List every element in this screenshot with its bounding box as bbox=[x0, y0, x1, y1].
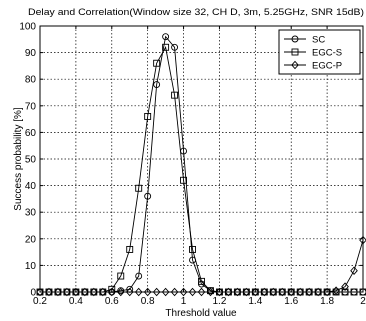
y-tick-label: 70 bbox=[25, 101, 37, 112]
y-tick-label: 90 bbox=[25, 48, 37, 59]
diamond-marker bbox=[215, 287, 224, 297]
diamond-marker bbox=[206, 287, 215, 297]
diamond-marker bbox=[341, 282, 349, 291]
square-marker bbox=[126, 245, 134, 253]
diamond-marker bbox=[170, 287, 179, 297]
diamond-marker bbox=[81, 287, 89, 297]
y-tick-label: 80 bbox=[25, 75, 37, 86]
x-tick-label: 0.2 bbox=[33, 296, 47, 307]
legend-circle-marker bbox=[291, 35, 299, 43]
diamond-marker bbox=[36, 287, 44, 297]
circle-marker bbox=[162, 33, 170, 41]
square-marker bbox=[171, 91, 179, 99]
diamond-marker bbox=[54, 287, 62, 297]
diamond-marker bbox=[179, 287, 188, 297]
diamond-marker bbox=[125, 287, 134, 297]
legend-square-marker bbox=[291, 48, 299, 56]
square-marker bbox=[341, 288, 349, 296]
series-layer bbox=[36, 33, 366, 297]
x-tick-label: 1.4 bbox=[248, 296, 262, 307]
legend: SC EGC-S EGC-P bbox=[278, 29, 361, 75]
legend-label: EGC-S bbox=[312, 48, 342, 59]
diamond-marker bbox=[305, 287, 313, 297]
square-marker bbox=[332, 288, 340, 296]
square-marker bbox=[117, 272, 125, 280]
circle-marker bbox=[135, 272, 143, 280]
y-tick-label: 50 bbox=[25, 155, 37, 166]
diamond-marker bbox=[242, 287, 251, 297]
x-tick-label: 0.4 bbox=[69, 296, 83, 307]
diamond-marker bbox=[45, 287, 53, 297]
square-marker bbox=[207, 287, 214, 295]
diamond-marker bbox=[161, 287, 170, 297]
square-marker bbox=[180, 176, 188, 184]
x-tick-label: 1 bbox=[181, 296, 187, 307]
circle-marker bbox=[117, 287, 125, 295]
y-tick-label: 0 bbox=[30, 288, 36, 299]
diamond-marker bbox=[332, 286, 340, 295]
diamond-marker bbox=[90, 287, 98, 297]
square-marker bbox=[153, 59, 161, 67]
diamond-marker bbox=[134, 287, 143, 297]
square-marker bbox=[359, 288, 366, 296]
diamond-marker bbox=[260, 287, 269, 297]
diamond-marker bbox=[350, 266, 358, 275]
x-tick-label: 1.6 bbox=[284, 296, 298, 307]
x-axis-label: Threshold value bbox=[165, 308, 237, 319]
diamond-marker bbox=[197, 287, 206, 297]
series-line-sc bbox=[40, 35, 363, 293]
square-marker bbox=[198, 277, 205, 285]
diamond-marker bbox=[233, 287, 242, 297]
square-marker bbox=[162, 43, 170, 51]
diamond-marker bbox=[116, 287, 125, 297]
diamond-marker bbox=[269, 287, 278, 297]
diamond-marker bbox=[314, 287, 322, 297]
diamond-marker bbox=[99, 287, 107, 297]
circle-marker bbox=[153, 81, 161, 88]
diamond-marker bbox=[152, 287, 161, 297]
x-tick-label: 0.8 bbox=[141, 296, 155, 307]
axis-ticks: 0.2 0.4 0.6 0.8 1 1.2 1.4 1.6 1.8 201020304050607… bbox=[19, 22, 366, 308]
diamond-marker bbox=[188, 287, 197, 297]
diamond-marker bbox=[278, 287, 287, 297]
diamond-marker bbox=[251, 287, 260, 297]
y-tick-label: 20 bbox=[25, 234, 37, 245]
x-tick-label: 0.6 bbox=[105, 296, 119, 307]
diamond-marker bbox=[72, 287, 80, 297]
x-tick-label: 2 bbox=[360, 296, 366, 307]
series-egc-s bbox=[36, 43, 366, 296]
y-axis-label: Success probability [%] bbox=[13, 107, 24, 211]
grid-lines bbox=[40, 26, 363, 292]
chart-title: Delay and Correlation(Window size 32, CH… bbox=[28, 7, 364, 18]
square-marker bbox=[144, 112, 152, 120]
x-tick-label: 1.8 bbox=[320, 296, 334, 307]
square-marker bbox=[350, 288, 358, 296]
series-egc-p bbox=[36, 235, 366, 297]
diamond-marker bbox=[143, 287, 152, 297]
x-tick-label: 1.2 bbox=[212, 296, 226, 307]
diamond-marker bbox=[63, 287, 71, 297]
y-tick-label: 30 bbox=[25, 208, 37, 219]
legend-label: SC bbox=[312, 35, 325, 46]
square-marker bbox=[135, 184, 143, 192]
square-marker bbox=[189, 245, 196, 253]
diamond-marker bbox=[107, 287, 116, 297]
y-tick-label: 100 bbox=[19, 22, 36, 33]
y-tick-label: 60 bbox=[25, 128, 37, 139]
series-line-egc-p bbox=[40, 240, 364, 293]
legend-diamond-marker bbox=[291, 60, 299, 70]
circle-marker bbox=[144, 192, 152, 200]
circle-marker bbox=[171, 43, 179, 51]
legend-label: EGC-P bbox=[312, 61, 342, 72]
diamond-marker bbox=[323, 287, 331, 297]
diamond-marker bbox=[359, 235, 366, 245]
diamond-marker bbox=[287, 287, 296, 297]
diamond-marker bbox=[296, 287, 304, 297]
diamond-marker bbox=[224, 287, 233, 297]
y-tick-label: 10 bbox=[25, 261, 37, 272]
series-line-egc-s bbox=[40, 45, 363, 293]
y-tick-label: 40 bbox=[25, 181, 37, 192]
